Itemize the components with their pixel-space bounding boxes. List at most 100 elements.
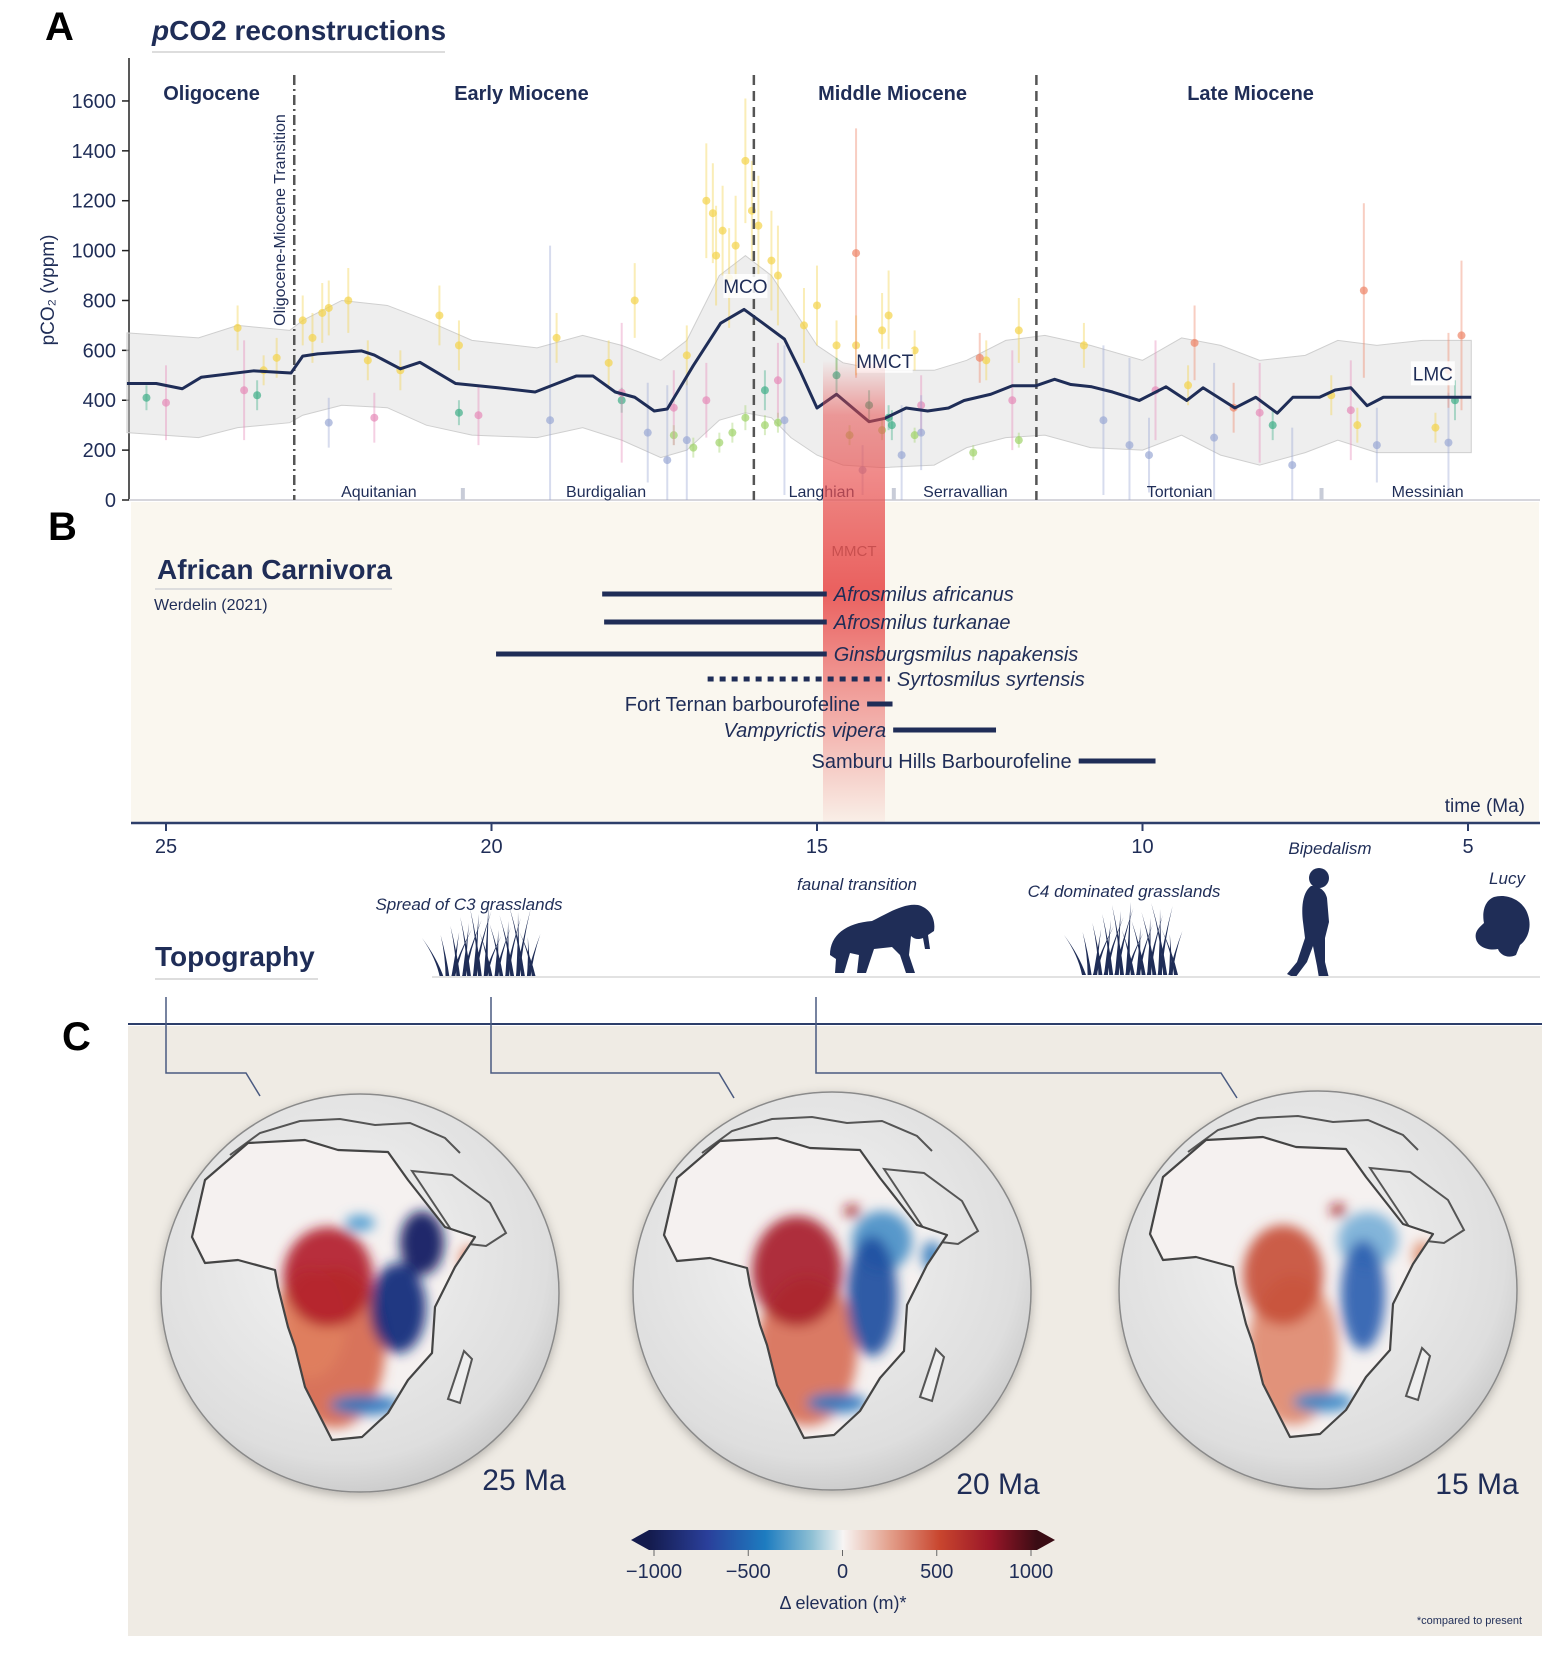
connector-15ma: [815, 997, 1238, 1099]
y-tick-label: 1400: [72, 141, 117, 163]
proxy-point: [1210, 433, 1219, 442]
stage-label: Serravallian: [923, 484, 1007, 501]
proxy-point: [344, 296, 353, 305]
elevation-anomaly-blobs: [275, 1211, 475, 1428]
grass-blade: [509, 906, 526, 978]
proxy-point: [1372, 441, 1381, 450]
proxy-point: [669, 403, 678, 412]
annotation-background: [1410, 361, 1455, 386]
taxon-label: Vampyrictis vipera: [724, 720, 887, 742]
proxy-point: [975, 353, 984, 362]
time-tick-label: 25: [155, 836, 177, 858]
proxy-point: [741, 413, 750, 422]
proxy-point: [682, 351, 691, 360]
taxon-label: Ginsburgsmilus napakensis: [834, 644, 1079, 666]
y-tick-label: 200: [83, 440, 116, 462]
proxy-point: [454, 408, 463, 417]
proxy-point: [162, 398, 170, 407]
proxy-point: [669, 431, 678, 440]
footnote: *compared to present: [1417, 1615, 1522, 1627]
proxy-point: [773, 271, 782, 280]
proxy-point: [773, 376, 782, 385]
epoch-label: Middle Miocene: [818, 83, 967, 105]
proxy-point: [1079, 341, 1088, 350]
proxy-point: [897, 451, 906, 460]
grass-blade: [1151, 903, 1168, 975]
y-tick-label: 1200: [72, 191, 117, 213]
hominin-icon: [1287, 868, 1329, 978]
grass-blade: [1141, 912, 1157, 975]
elevation-anomaly-blobs: [752, 1205, 942, 1426]
grass-blade: [479, 933, 493, 978]
grass-blade: [483, 936, 502, 978]
carnivora-source: Werdelin (2021): [154, 597, 268, 614]
globes: 25 Ma 20 Ma 15 Ma: [160, 1090, 1519, 1501]
grass-blade: [1082, 932, 1092, 975]
grass-blade: [1102, 914, 1114, 975]
colorbar: −1000 −500 0 500 1000 Δ elevation (m)*: [626, 1530, 1055, 1613]
grass-blade: [494, 927, 511, 978]
chart-title: pCO2 reconstructions: [151, 15, 446, 46]
time-axis-ticks: 25 20 15 10 5: [155, 823, 1474, 858]
colorbar-tick-label: −500: [726, 1561, 771, 1583]
elevation-anomaly: [847, 1236, 897, 1356]
grass-icon: [422, 905, 541, 978]
y-tick-label: 0: [105, 490, 116, 512]
proxy-point: [682, 436, 691, 445]
proxy-point: [318, 308, 327, 317]
globe-age-label: 15 Ma: [1435, 1468, 1519, 1501]
grass-blade: [1146, 915, 1163, 975]
grass-blade: [1168, 931, 1183, 975]
grass-icon: [1064, 902, 1183, 975]
epoch-label: Late Miocene: [1187, 83, 1314, 105]
grass-blade: [1112, 905, 1124, 975]
proxy-point: [712, 251, 721, 260]
event-label-faunal-transition: faunal transition: [797, 875, 917, 894]
uncertainty-band: [126, 254, 1472, 469]
proxy-point: [878, 326, 887, 335]
grass-blade: [422, 938, 444, 978]
elevation-anomaly-layer: [275, 1211, 475, 1428]
pco2-chart: 0 200 400 600 800 1000 1200 1400 1600 Oligocene-M…: [72, 58, 1540, 512]
y-tick-label: 1600: [72, 91, 117, 113]
proxy-point: [708, 209, 717, 218]
sabertooth-cat-icon: [830, 904, 935, 973]
panel-label-b: B: [48, 505, 77, 549]
proxy-point: [741, 156, 750, 165]
proxy-point: [917, 401, 926, 410]
taxon-label: Fort Ternan barbourofeline: [625, 694, 860, 716]
taxon-label: Samburu Hills Barbourofeline: [812, 751, 1072, 773]
elevation-anomaly: [1243, 1225, 1323, 1325]
grass-blade: [1131, 921, 1146, 975]
proxy-point: [474, 411, 483, 420]
proxy-point: [813, 301, 821, 310]
proxy-point: [982, 356, 991, 365]
proxy-point: [1190, 338, 1199, 347]
grass-blade: [489, 924, 504, 978]
madagascar-coastline: [1404, 1346, 1432, 1402]
proxy-point: [630, 296, 639, 305]
grass-blade: [472, 911, 492, 978]
event-label-bipedalism: Bipedalism: [1288, 839, 1371, 858]
proxy-point: [969, 448, 978, 457]
colorbar-tick-label: 0: [837, 1561, 848, 1583]
event-label-c4-grasslands: C4 dominated grasslands: [1028, 882, 1221, 901]
proxy-point: [1353, 421, 1362, 430]
proxy-point: [715, 438, 724, 447]
annotation-background: [723, 273, 768, 298]
grass-blade: [470, 908, 482, 978]
elevation-anomaly: [1293, 1392, 1353, 1412]
proxy-point: [917, 428, 926, 437]
proxy-point: [1431, 423, 1440, 432]
proxy-point: [689, 443, 698, 452]
mmct-band: [823, 360, 885, 822]
proxy-point: [142, 393, 151, 402]
africa-coastline: [1148, 1135, 1435, 1439]
proxy-point: [324, 418, 333, 427]
topography-title: Topography: [155, 941, 315, 972]
proxy-point: [1359, 286, 1368, 295]
time-axis-label: time (Ma): [1445, 796, 1525, 817]
proxy-point: [552, 333, 561, 342]
panel-label-a: A: [45, 5, 74, 49]
colorbar-label: Δ elevation (m)*: [779, 1593, 906, 1613]
